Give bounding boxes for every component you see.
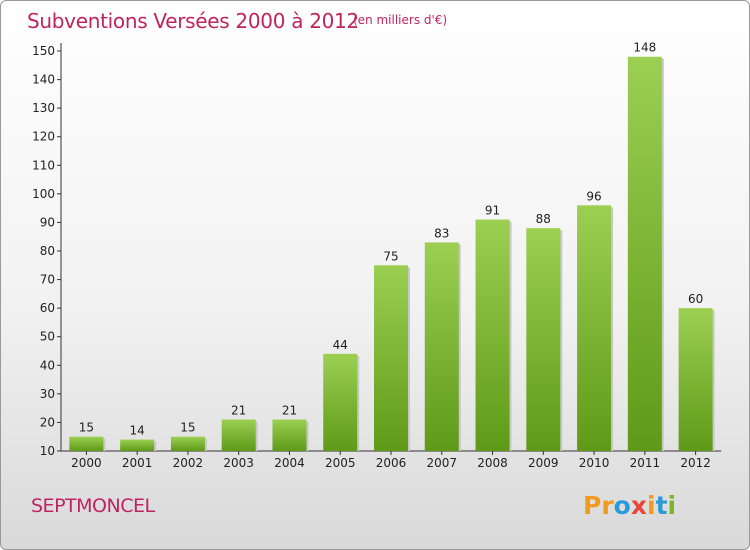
bar	[424, 242, 459, 451]
y-tick-label: 60	[40, 301, 55, 315]
value-label: 75	[383, 249, 398, 263]
bar	[120, 439, 155, 451]
proxiti-logo[interactable]: Proxiti	[583, 491, 676, 520]
bar	[475, 219, 510, 451]
x-tick-label: 2002	[173, 456, 204, 470]
logo-letter: i	[667, 491, 677, 520]
chart-subtitle: (en milliers d'€)	[353, 13, 448, 27]
value-label: 148	[633, 41, 656, 55]
bar	[526, 228, 561, 451]
value-label: 15	[180, 421, 195, 435]
value-label: 21	[282, 404, 297, 418]
bar	[627, 56, 662, 451]
value-labels: 15 14 15 21 21 44 75 83 91 88 96 148 60	[79, 41, 704, 438]
logo-letter: o	[613, 491, 631, 520]
x-tick-label: 2006	[376, 456, 407, 470]
bar	[323, 353, 358, 451]
logo-letter: r	[601, 491, 614, 520]
y-tick-label: 10	[40, 444, 55, 458]
axes: 10 20 30 40 50 60 70 80 90 100 110 120 130 140 150 2000…	[32, 43, 721, 470]
bar	[577, 205, 612, 451]
bar	[374, 265, 408, 451]
bar	[221, 419, 256, 451]
place-name: SEPTMONCEL	[31, 495, 155, 517]
y-tick-label: 70	[40, 273, 55, 287]
value-label: 91	[485, 204, 500, 218]
logo-letter: i	[647, 491, 656, 520]
y-tick-label: 20	[40, 415, 55, 429]
value-label: 14	[130, 424, 145, 438]
value-label: 96	[586, 189, 601, 203]
y-tick-label: 90	[40, 215, 55, 229]
value-label: 83	[434, 226, 449, 240]
x-tick-label: 2004	[274, 456, 305, 470]
value-label: 44	[333, 338, 348, 352]
y-tick-label: 150	[32, 44, 55, 58]
y-tick-label: 120	[32, 130, 55, 144]
x-tick-label: 2005	[325, 456, 356, 470]
y-tick-label: 110	[32, 158, 55, 172]
x-tick-label: 2003	[223, 456, 254, 470]
logo-letter: t	[655, 491, 668, 520]
bar	[170, 436, 205, 451]
x-tick-label: 2008	[477, 456, 508, 470]
y-tick-label: 40	[40, 358, 55, 372]
x-tick-label: 2012	[680, 456, 711, 470]
x-tick-label: 2007	[426, 456, 457, 470]
logo-letter: P	[583, 491, 602, 520]
value-label: 15	[79, 421, 94, 435]
bar	[272, 419, 307, 451]
y-tick-label: 30	[40, 387, 55, 401]
y-tick-label: 100	[32, 187, 55, 201]
value-label: 60	[688, 292, 703, 306]
logo-letter: x	[630, 491, 647, 520]
y-tick-label: 140	[32, 73, 55, 87]
bar	[69, 436, 104, 451]
y-tick-label: 80	[40, 244, 55, 258]
value-label: 88	[536, 212, 551, 226]
y-tick-label: 50	[40, 330, 55, 344]
y-tick-label: 130	[32, 101, 55, 115]
x-tick-label: 2000	[71, 456, 102, 470]
bar	[678, 308, 713, 451]
x-tick-label: 2010	[579, 456, 610, 470]
value-label: 21	[231, 404, 246, 418]
x-tick-label: 2011	[630, 456, 661, 470]
chart-title: Subventions Versées 2000 à 2012	[27, 9, 359, 33]
x-tick-label: 2001	[122, 456, 153, 470]
bars	[69, 56, 715, 451]
x-tick-label: 2009	[528, 456, 559, 470]
